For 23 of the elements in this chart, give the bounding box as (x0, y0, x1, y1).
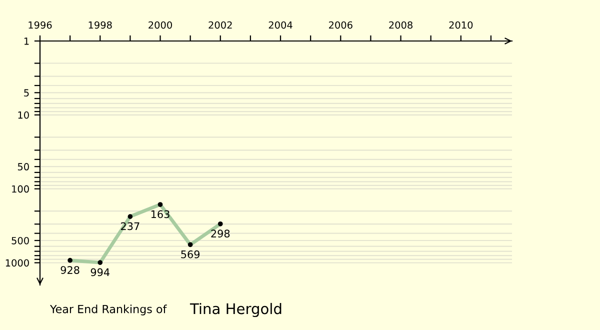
x-tick-label: 2002 (208, 21, 232, 29)
data-label: 928 (60, 266, 80, 274)
y-tick-label: 1000 (6, 259, 29, 267)
y-tick-label: 100 (12, 185, 29, 193)
x-tick-label: 2000 (148, 21, 172, 29)
y-tick-label: 500 (12, 236, 29, 244)
text: Year End Rankings of (50, 304, 167, 316)
data-label: 163 (151, 210, 170, 218)
x-tick-label: 2004 (268, 21, 292, 29)
data-label: 569 (181, 250, 200, 258)
y-tick-label: 50 (18, 163, 29, 170)
data-label: 994 (90, 268, 110, 276)
x-tick-label: 1998 (88, 21, 112, 29)
data-label: 237 (121, 222, 140, 230)
x-tick-label: 2008 (389, 21, 412, 29)
x-tick-label: 1996 (28, 21, 52, 29)
text: Tina Hergold (190, 302, 282, 318)
x-tick-label: 2010 (449, 21, 473, 29)
y-tick-label: 5 (24, 89, 29, 96)
y-tick-label: 1 (24, 38, 29, 45)
data-label: 298 (211, 230, 230, 238)
x-tick-label: 2006 (328, 21, 352, 29)
y-tick-label: 10 (18, 111, 29, 119)
